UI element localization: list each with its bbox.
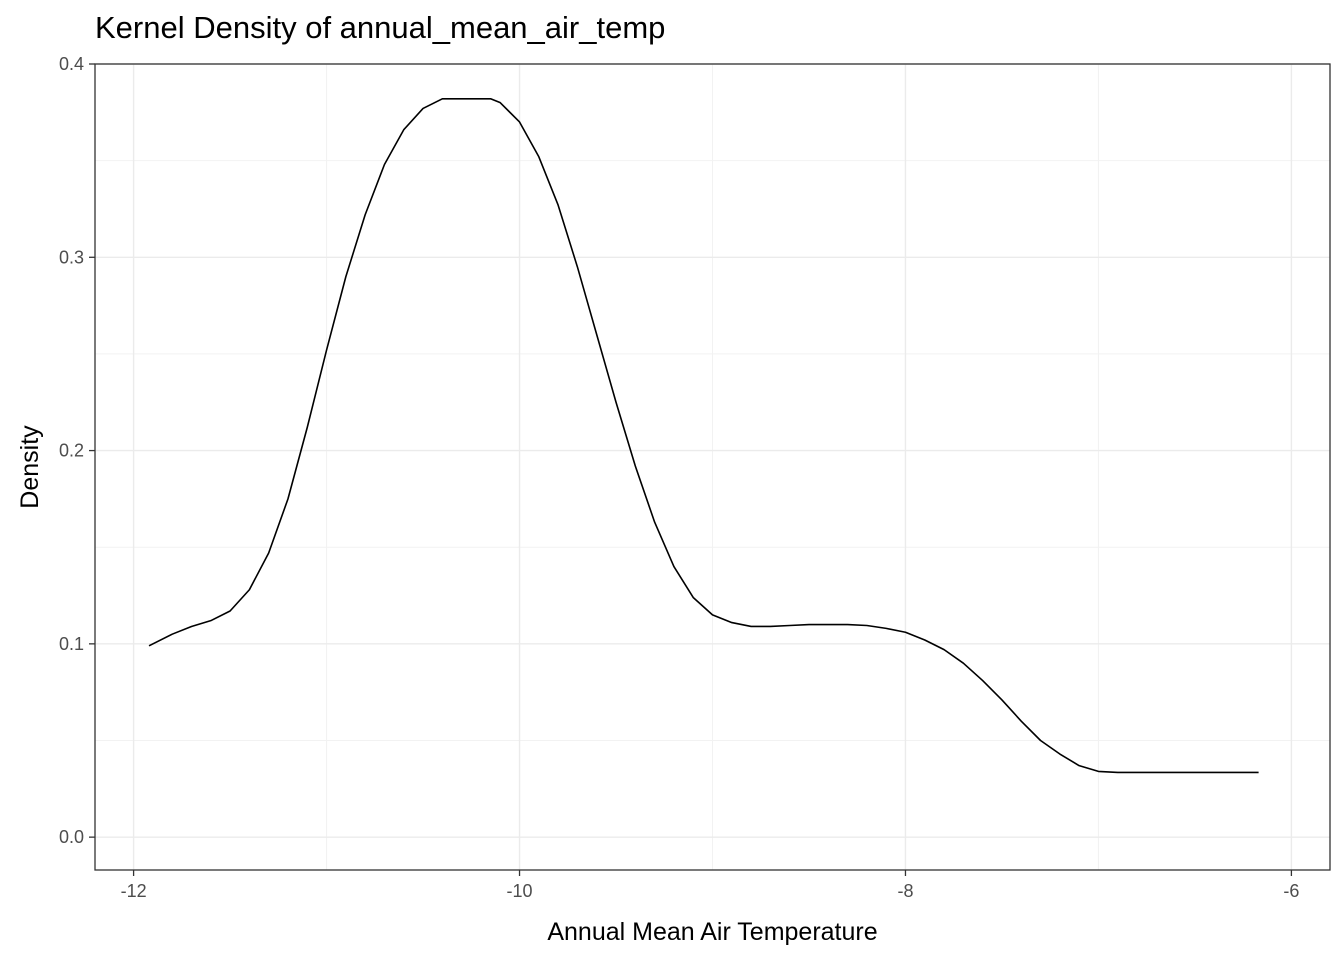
axis-ticks: -12 -10 -8 -6 0.0 0.1 0.2 0.3 0.4 bbox=[59, 54, 1299, 901]
y-tick-label: 0.0 bbox=[59, 827, 84, 847]
density-curve-group bbox=[148, 97, 1259, 774]
chart-title: Kernel Density of annual_mean_air_temp bbox=[95, 10, 666, 45]
x-tick-label: -10 bbox=[507, 881, 533, 901]
x-tick-label: -12 bbox=[121, 881, 147, 901]
x-tick-label: -8 bbox=[897, 881, 913, 901]
density-curve-line bbox=[148, 97, 1259, 774]
x-tick-label: -6 bbox=[1283, 881, 1299, 901]
y-tick-label: 0.2 bbox=[59, 441, 84, 461]
y-tick-label: 0.3 bbox=[59, 247, 84, 267]
y-tick-label: 0.4 bbox=[59, 54, 84, 74]
plot-panel-border bbox=[94, 63, 1331, 871]
y-tick-label: 0.1 bbox=[59, 634, 84, 654]
x-axis-title: Annual Mean Air Temperature bbox=[547, 918, 877, 946]
y-axis-title: Density bbox=[16, 425, 44, 509]
grid-lines bbox=[95, 63, 1330, 870]
